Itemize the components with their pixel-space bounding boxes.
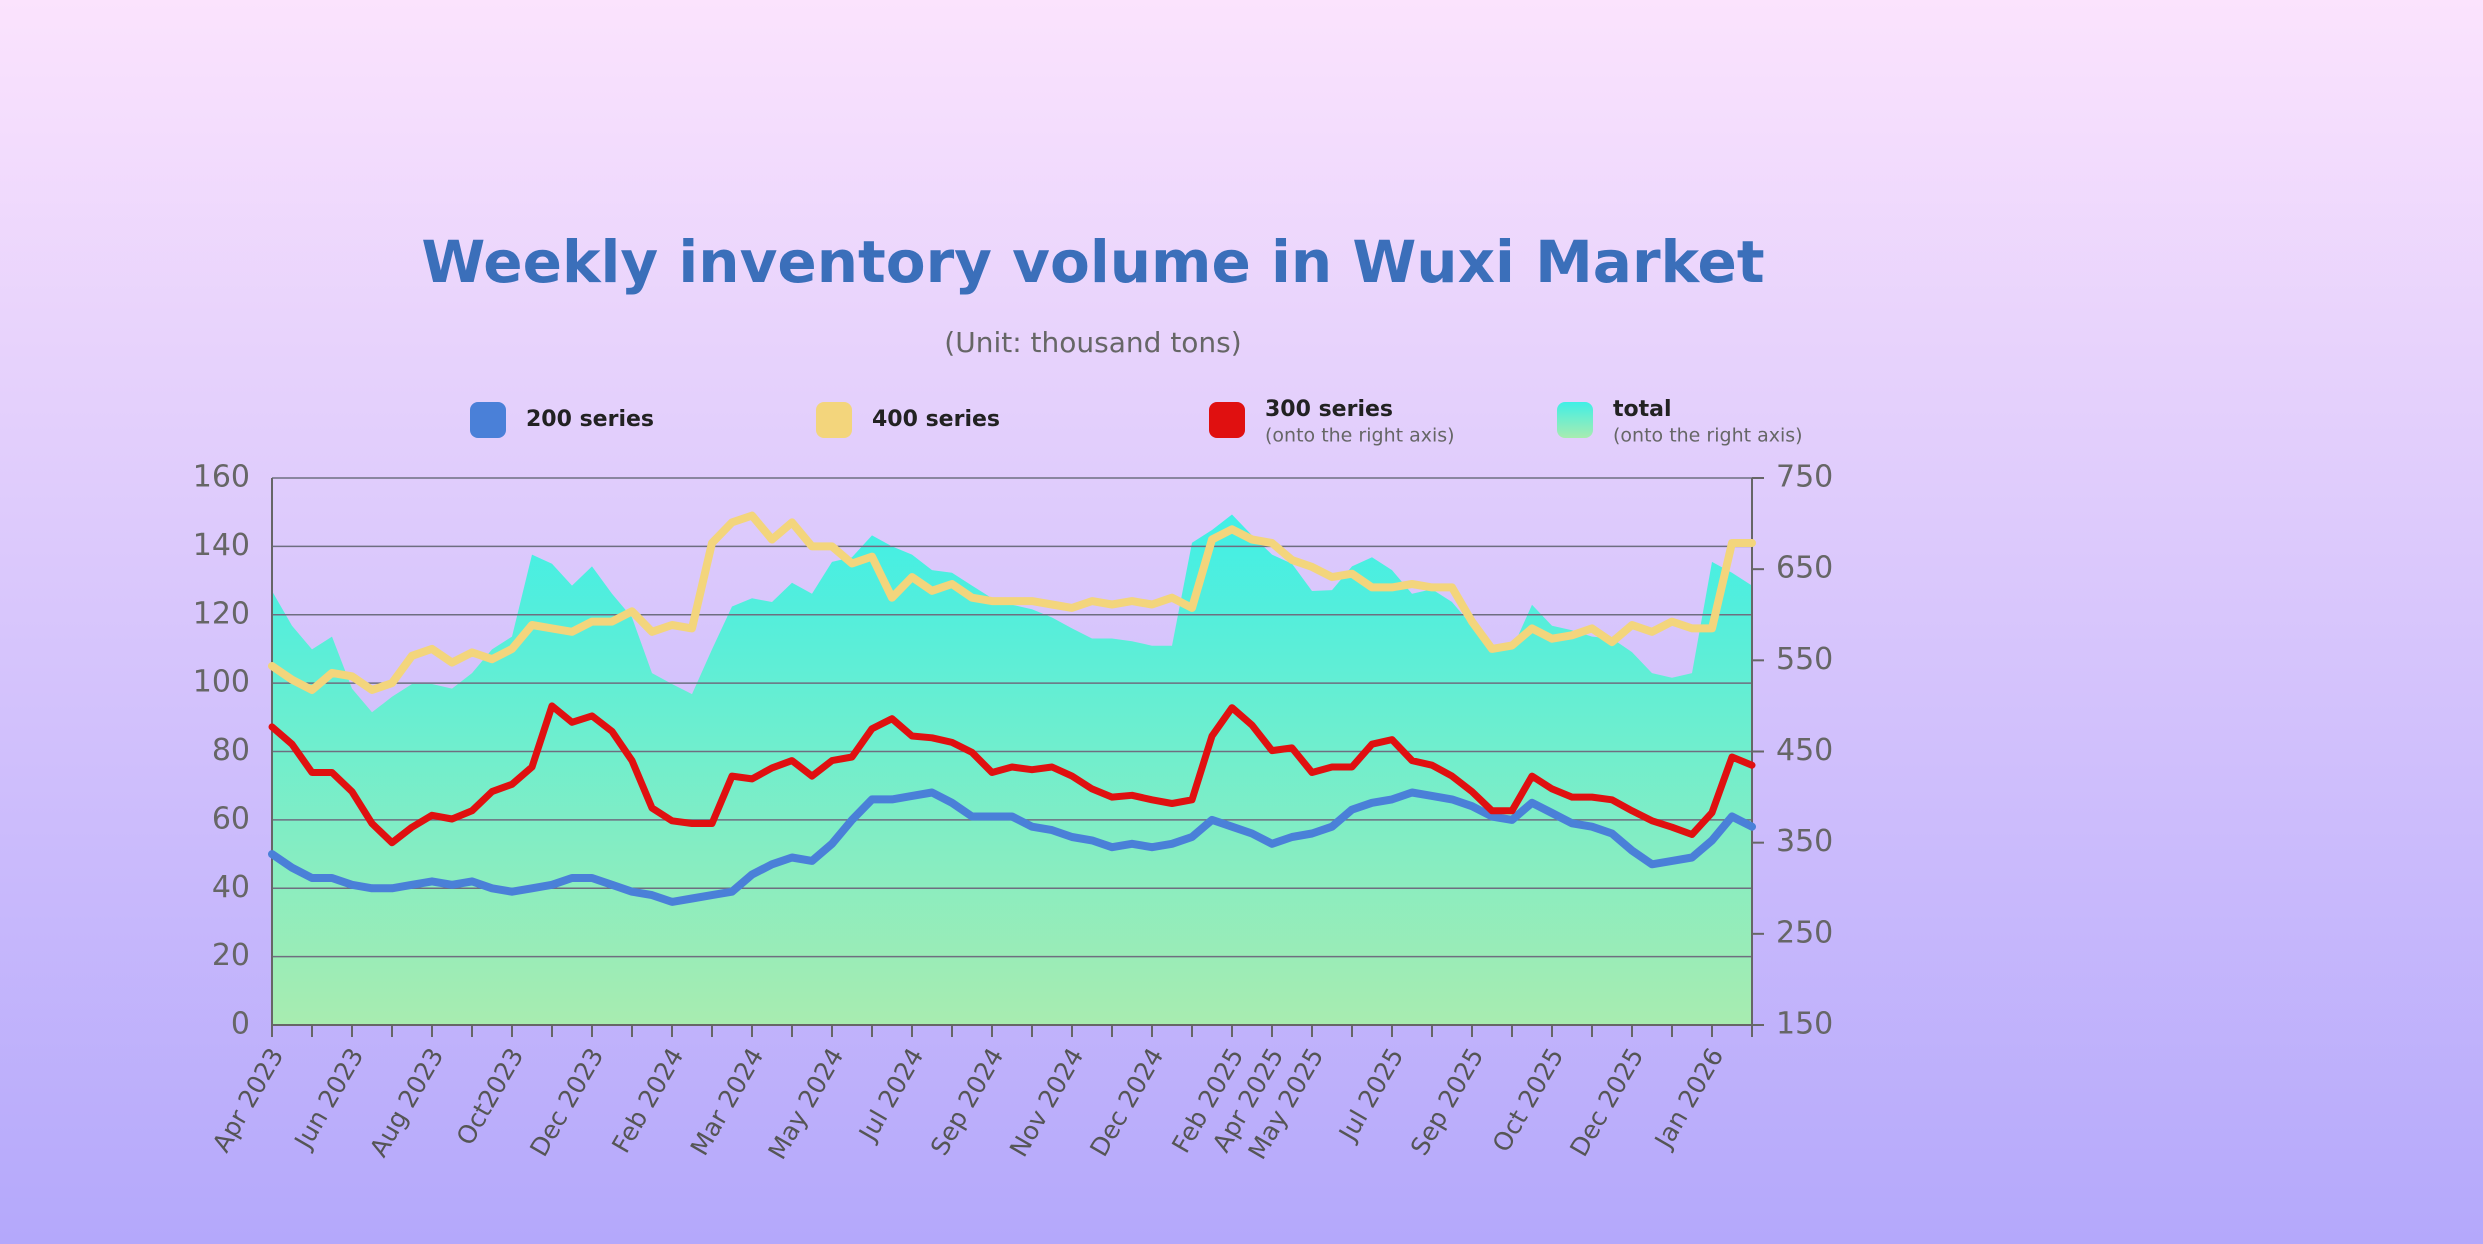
legend-label: 200 series (526, 407, 654, 432)
x-tick-label: Feb 2024 (606, 1043, 689, 1158)
legend-note: (onto the right axis) (1613, 425, 1803, 447)
x-tick-label: Aug 2023 (364, 1043, 449, 1162)
x-tick-label: Dec 2023 (524, 1043, 609, 1161)
y-tick-label: 80 (212, 733, 250, 768)
y-tick-label: 160 (193, 460, 250, 495)
legend-label: 400 series (872, 407, 1000, 432)
line (268, 702, 1756, 847)
x-tick-label: Apr 2023 (207, 1043, 290, 1157)
legend-note: (onto the right axis) (1265, 425, 1455, 447)
x-tick-label: Oct2023 (451, 1043, 530, 1150)
y-tick-label: 60 (212, 801, 250, 836)
x-tick-label: Jan 2026 (1648, 1043, 1729, 1155)
y2-tick-label: 250 (1776, 915, 1833, 950)
chart-title: Weekly inventory volume in Wuxi Market (421, 228, 1764, 296)
y2-tick-label: 350 (1776, 824, 1833, 859)
legend-swatch (816, 402, 852, 438)
x-tick-label: Sep 2025 (1405, 1043, 1489, 1160)
x-tick-label: Dec 2025 (1564, 1043, 1649, 1161)
y2-tick-label: 650 (1776, 551, 1833, 586)
y-tick-label: 40 (212, 870, 250, 905)
y-tick-label: 0 (231, 1007, 250, 1042)
legend-label: 300 series (1265, 397, 1393, 422)
chart-subtitle: (Unit: thousand tons) (944, 326, 1241, 359)
y2-tick-label: 150 (1776, 1007, 1833, 1042)
x-tick-label: Sep 2024 (925, 1043, 1009, 1160)
line (268, 788, 1756, 906)
line (268, 511, 1756, 694)
x-tick-label: Jun 2023 (288, 1043, 369, 1155)
y-tick-label: 120 (193, 596, 250, 631)
x-tick-label: Jul 2025 (1332, 1043, 1409, 1147)
x-tick-label: Dec 2024 (1084, 1043, 1169, 1161)
y-tick-label: 20 (212, 938, 250, 973)
y2-tick-label: 550 (1776, 642, 1833, 677)
legend-swatch (1557, 402, 1593, 438)
legend-swatch (1209, 402, 1245, 438)
x-tick-label: Oct 2025 (1487, 1043, 1570, 1157)
x-tick-label: Mar 2024 (685, 1043, 769, 1160)
x-tick-label: Nov 2024 (1004, 1043, 1089, 1162)
y-tick-label: 140 (193, 528, 250, 563)
y-tick-label: 100 (193, 665, 250, 700)
legend-label: total (1613, 397, 1672, 422)
legend-swatch (470, 402, 506, 438)
x-tick-label: Jul 2024 (852, 1043, 929, 1147)
x-tick-label: May 2024 (763, 1043, 850, 1164)
y2-tick-label: 750 (1776, 460, 1833, 495)
y2-tick-label: 450 (1776, 733, 1833, 768)
